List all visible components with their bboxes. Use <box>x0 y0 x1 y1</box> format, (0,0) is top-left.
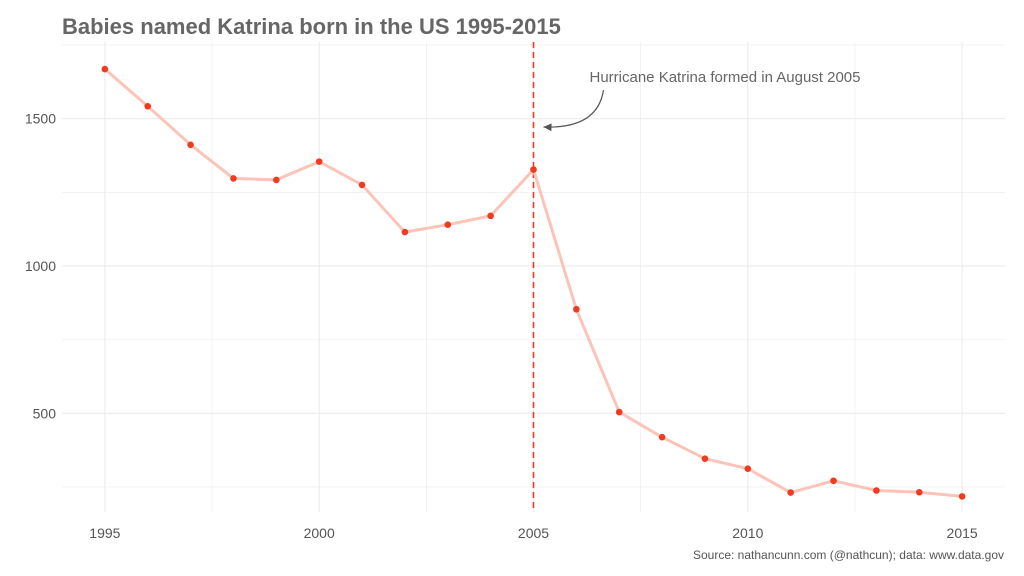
annotation-text: Hurricane Katrina formed in August 2005 <box>590 69 861 86</box>
data-point <box>915 488 923 496</box>
data-point <box>701 455 709 462</box>
data-point <box>358 181 366 189</box>
data-point <box>573 305 580 313</box>
data-point <box>401 228 409 236</box>
annotation-arrow <box>543 89 605 132</box>
data-point <box>187 141 194 149</box>
data-point <box>958 493 966 500</box>
data-point <box>830 477 837 485</box>
y-tick-label: 1000 <box>25 258 56 274</box>
y-axis: 500 1000 1500 <box>25 111 56 422</box>
x-tick-label: 2000 <box>304 525 335 541</box>
x-tick-label: 2005 <box>518 525 549 541</box>
series <box>101 65 966 500</box>
chart-source: Source: nathancunn.com (@nathcun); data:… <box>692 548 1004 562</box>
annotation: Hurricane Katrina formed in August 2005 <box>543 69 861 132</box>
data-point <box>273 176 280 184</box>
data-point <box>744 465 752 472</box>
x-tick-label: 1995 <box>89 525 120 541</box>
data-point <box>530 166 537 173</box>
data-point <box>144 102 152 110</box>
data-point <box>101 65 109 73</box>
data-point <box>444 221 452 228</box>
data-point <box>787 489 794 496</box>
data-point <box>873 487 880 494</box>
data-point <box>230 175 237 182</box>
data-point <box>487 212 494 220</box>
x-tick-label: 2010 <box>732 525 763 541</box>
y-tick-label: 1500 <box>25 111 56 127</box>
data-point <box>615 408 623 416</box>
chart-title: Babies named Katrina born in the US 1995… <box>62 14 561 39</box>
data-point <box>315 158 323 165</box>
x-axis: 1995 2000 2005 2010 2015 <box>89 525 978 541</box>
data-point <box>658 433 666 441</box>
x-tick-label: 2015 <box>947 525 978 541</box>
y-tick-label: 500 <box>33 405 57 421</box>
